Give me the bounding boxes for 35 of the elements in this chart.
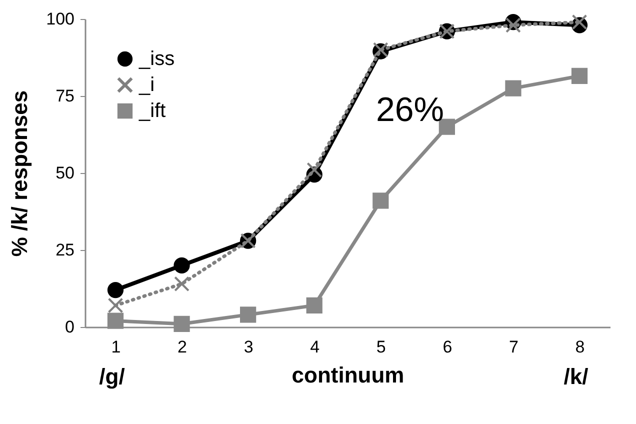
text: /k/ [564,364,588,389]
x-tick-label: 6 [442,338,452,356]
x-axis-title: continuum [292,362,404,388]
point [372,192,389,209]
y-tick-label: 0 [65,318,74,336]
x-tick-label: 5 [376,338,386,356]
x-tick-label: 1 [111,338,121,356]
y-axis-title: % /k/ responses [7,90,32,257]
y-tick-label: 75 [56,86,74,106]
point [505,80,522,96]
point [572,14,587,30]
point [107,282,124,298]
point [174,316,190,332]
legend-label: _i [138,74,155,96]
x-tick-label: 7 [508,338,518,356]
y-tick-label: 50 [56,164,74,182]
x-tick-label: 4 [310,338,320,356]
point [506,18,521,33]
point [174,257,190,274]
point [107,312,124,329]
legend-label: _ift [138,100,166,122]
point [306,162,322,178]
x-tick-label: 2 [178,338,188,356]
point [240,306,256,323]
annotation: 26% [376,91,444,129]
point [108,298,123,313]
point [571,68,588,84]
point [174,276,190,292]
text: /g/ [99,364,125,389]
y-tick-label: 25 [56,240,74,260]
point [306,297,322,314]
x-tick-label: 8 [575,338,585,356]
y-tick-label: 100 [46,10,74,28]
x-tick-label: 3 [244,338,254,356]
legend-label: _iss [138,48,175,70]
